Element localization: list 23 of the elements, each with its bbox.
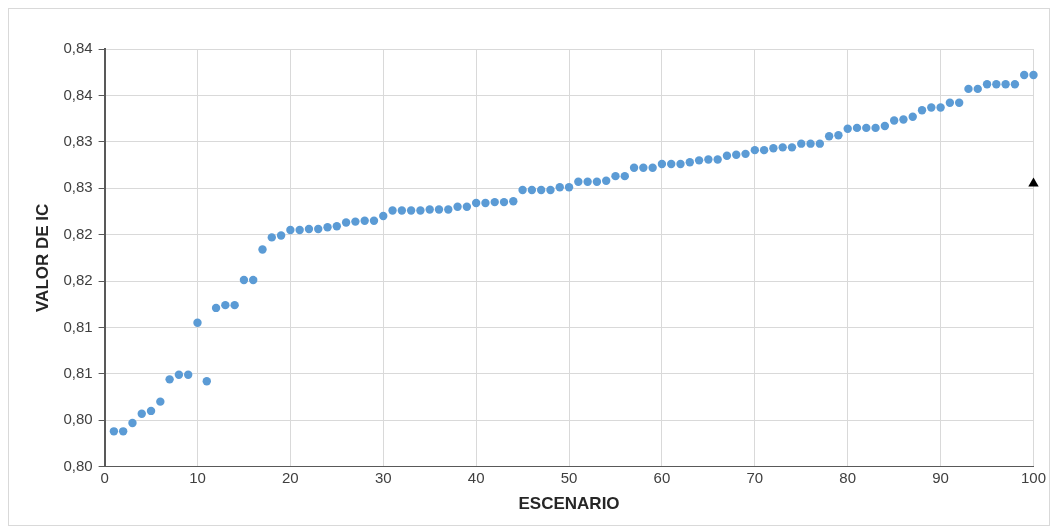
x-tick-label: 50 [560, 468, 578, 486]
y-axis-title: VALOR DE IC [32, 203, 52, 312]
y-tick-label: 0,81 [63, 317, 93, 335]
x-tick-label: 70 [746, 468, 764, 486]
y-tick-label: 0,82 [63, 271, 93, 289]
y-tick-label: 0,81 [63, 363, 93, 381]
x-tick-label: 90 [932, 468, 949, 486]
x-tick-label: 40 [467, 468, 485, 486]
y-tick-label: 0,80 [63, 410, 93, 428]
y-tick-label: 0,82 [63, 224, 93, 242]
y-tick-label: 0,83 [63, 131, 93, 149]
x-tick-label: 0 [100, 468, 109, 486]
x-axis-title: ESCENARIO [518, 494, 620, 514]
x-tick-label: 20 [282, 468, 299, 486]
x-tick-label: 80 [839, 468, 857, 486]
y-tick-label: 0,83 [63, 178, 93, 196]
x-tick-label: 30 [374, 468, 392, 486]
x-tick-label: 100 [1020, 468, 1046, 486]
y-tick-label: 0,84 [63, 85, 93, 103]
y-tick-label: 0,80 [63, 456, 93, 474]
x-tick-label: 60 [653, 468, 671, 486]
y-tick-label: 0,84 [63, 39, 93, 57]
x-tick-label: 10 [189, 468, 206, 486]
